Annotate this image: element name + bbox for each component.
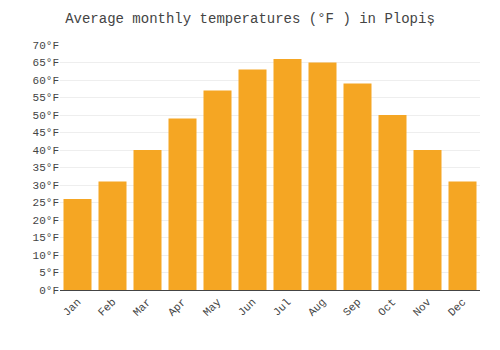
svg-text:15°F: 15°F bbox=[33, 232, 59, 244]
svg-text:Jul: Jul bbox=[271, 296, 293, 318]
svg-text:Dec: Dec bbox=[446, 296, 468, 318]
svg-text:20°F: 20°F bbox=[33, 215, 59, 227]
svg-text:5°F: 5°F bbox=[39, 267, 59, 279]
svg-text:60°F: 60°F bbox=[33, 75, 59, 87]
svg-text:Jan: Jan bbox=[61, 296, 83, 318]
svg-text:40°F: 40°F bbox=[33, 145, 59, 157]
svg-text:Nov: Nov bbox=[411, 296, 434, 319]
svg-text:10°F: 10°F bbox=[33, 250, 59, 262]
svg-text:Feb: Feb bbox=[96, 296, 118, 318]
svg-text:Aug: Aug bbox=[306, 296, 328, 318]
svg-text:35°F: 35°F bbox=[33, 162, 59, 174]
svg-text:25°F: 25°F bbox=[33, 197, 59, 209]
svg-text:50°F: 50°F bbox=[33, 110, 59, 122]
svg-text:May: May bbox=[201, 296, 224, 319]
svg-text:30°F: 30°F bbox=[33, 180, 59, 192]
svg-text:Mar: Mar bbox=[131, 296, 153, 318]
svg-text:70°F: 70°F bbox=[33, 40, 59, 52]
svg-text:Apr: Apr bbox=[166, 296, 188, 318]
svg-text:Average monthly temperatures (: Average monthly temperatures (°F ) in Pl… bbox=[65, 11, 435, 27]
svg-text:0°F: 0°F bbox=[39, 285, 59, 297]
svg-text:Sep: Sep bbox=[341, 296, 363, 318]
svg-text:65°F: 65°F bbox=[33, 57, 59, 69]
svg-text:55°F: 55°F bbox=[33, 92, 59, 104]
svg-text:45°F: 45°F bbox=[33, 127, 59, 139]
svg-text:Oct: Oct bbox=[376, 296, 398, 318]
svg-text:Jun: Jun bbox=[236, 296, 258, 318]
